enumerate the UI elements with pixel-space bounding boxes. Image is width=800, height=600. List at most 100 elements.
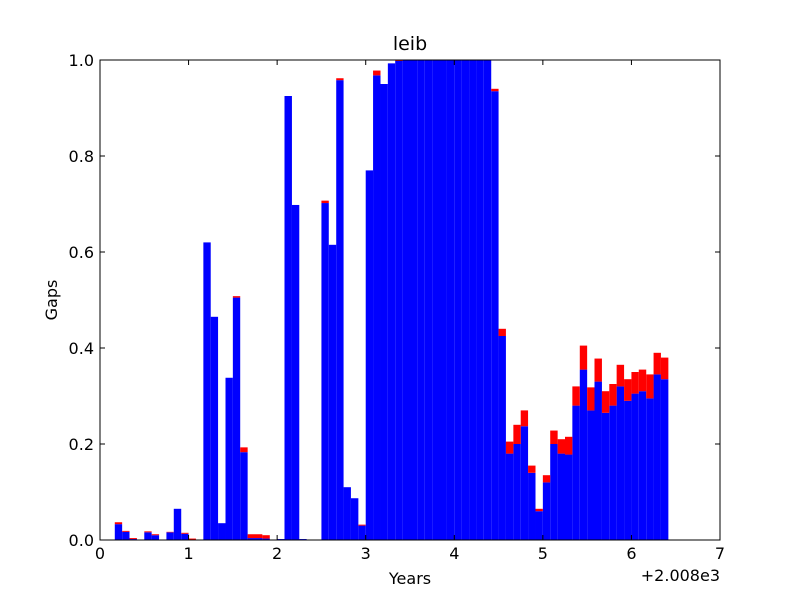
bar-segment bbox=[572, 405, 580, 540]
y-axis-label: Gaps bbox=[42, 280, 61, 321]
bar-segment bbox=[240, 447, 248, 453]
bar-segment bbox=[122, 530, 130, 532]
bar-segment bbox=[129, 538, 137, 540]
bar-segment bbox=[343, 487, 351, 540]
bar-segment bbox=[365, 170, 374, 540]
bar-segment bbox=[114, 524, 123, 540]
bar-segment bbox=[114, 522, 123, 525]
bar-segment bbox=[609, 384, 617, 406]
bar-segment bbox=[550, 430, 558, 444]
bar-segment bbox=[380, 84, 388, 540]
bar-segment bbox=[616, 386, 625, 540]
bar-segment bbox=[535, 511, 543, 540]
bar-segment bbox=[387, 63, 396, 541]
bar-segment bbox=[660, 357, 669, 380]
bar-segment bbox=[579, 369, 588, 540]
bar-segment bbox=[402, 60, 410, 540]
bar-segment bbox=[505, 441, 514, 454]
bar-segment bbox=[616, 364, 625, 387]
bar-segment bbox=[144, 532, 152, 540]
bar-segment bbox=[166, 532, 174, 540]
bar-segment bbox=[291, 204, 300, 540]
bar-segment bbox=[373, 70, 381, 76]
bar-segment bbox=[528, 465, 536, 473]
bar-segment bbox=[542, 475, 551, 483]
y-tick-label: 0.6 bbox=[69, 243, 94, 262]
bar-segment bbox=[587, 410, 595, 540]
bar-segment bbox=[432, 60, 440, 540]
bar-segment bbox=[446, 60, 455, 540]
bar-segment bbox=[358, 525, 366, 540]
bar-segment bbox=[181, 532, 189, 534]
bar-segment bbox=[181, 533, 189, 540]
bar-segment bbox=[587, 387, 595, 411]
bar-segment bbox=[410, 60, 418, 540]
bar-segment bbox=[262, 538, 270, 540]
bar-segment bbox=[557, 453, 565, 540]
bar-segment bbox=[638, 391, 647, 540]
bar-segment bbox=[203, 242, 211, 540]
bar-segment bbox=[631, 372, 639, 394]
bar-segment bbox=[557, 439, 565, 454]
bar-segment bbox=[476, 60, 484, 540]
x-tick-label: 4 bbox=[449, 544, 459, 563]
bar-segment bbox=[255, 534, 263, 539]
bar-segment bbox=[609, 405, 617, 540]
bar-segment bbox=[350, 498, 359, 540]
bar-segment bbox=[151, 534, 160, 536]
y-tick-label: 1.0 bbox=[69, 51, 94, 70]
bar-segment bbox=[188, 538, 196, 540]
bar-segment bbox=[653, 374, 661, 540]
bar-segment bbox=[594, 358, 602, 382]
bar-segment bbox=[624, 379, 632, 401]
bar-segment bbox=[653, 352, 661, 375]
bar-segment bbox=[469, 60, 477, 540]
bar-segment bbox=[565, 454, 573, 540]
bar-segment bbox=[255, 538, 263, 540]
y-tick-label: 0.4 bbox=[69, 339, 94, 358]
bar-segment bbox=[491, 88, 499, 92]
bar-segment bbox=[498, 328, 506, 336]
bar-segment bbox=[461, 60, 470, 540]
bar-segment bbox=[520, 410, 529, 427]
y-tick-label: 0.0 bbox=[69, 531, 94, 550]
x-tick-label: 2 bbox=[272, 544, 282, 563]
x-tick-label: 7 bbox=[715, 544, 725, 563]
bar-segment bbox=[321, 200, 329, 204]
bar-segment bbox=[328, 244, 337, 541]
bar-segment bbox=[210, 316, 219, 540]
x-tick-label: 5 bbox=[538, 544, 548, 563]
bar-segment bbox=[247, 534, 255, 539]
bar-segment bbox=[173, 508, 182, 540]
bar-segment bbox=[144, 531, 152, 533]
bar-segment bbox=[358, 524, 366, 526]
bar-segment bbox=[646, 374, 654, 399]
bar-segment bbox=[638, 369, 647, 392]
bar-segment bbox=[483, 60, 492, 540]
bar-segment bbox=[218, 523, 226, 540]
bar-segment bbox=[122, 531, 130, 540]
plot-frame bbox=[99, 59, 721, 541]
bar-segment bbox=[565, 436, 573, 455]
bar-segment bbox=[550, 444, 558, 540]
bar-segment bbox=[417, 60, 425, 540]
bar-segment bbox=[424, 60, 433, 540]
bar-segment bbox=[336, 78, 344, 81]
bar-segment bbox=[225, 377, 233, 540]
bar-segment bbox=[572, 386, 580, 406]
y-tick-label: 0.2 bbox=[69, 435, 94, 454]
chart-title: leib bbox=[393, 33, 427, 55]
bar-segment bbox=[336, 80, 344, 540]
bar-segment bbox=[631, 393, 639, 540]
bar-segment bbox=[579, 345, 588, 370]
bar-segment bbox=[505, 453, 514, 540]
bar-segment bbox=[373, 75, 381, 541]
bar-segment bbox=[454, 60, 462, 540]
bar-segment bbox=[439, 60, 447, 540]
bar-segment bbox=[262, 535, 270, 539]
x-tick-label: 0 bbox=[95, 544, 105, 563]
bar-segment bbox=[528, 472, 536, 540]
bar-segment bbox=[151, 535, 160, 540]
